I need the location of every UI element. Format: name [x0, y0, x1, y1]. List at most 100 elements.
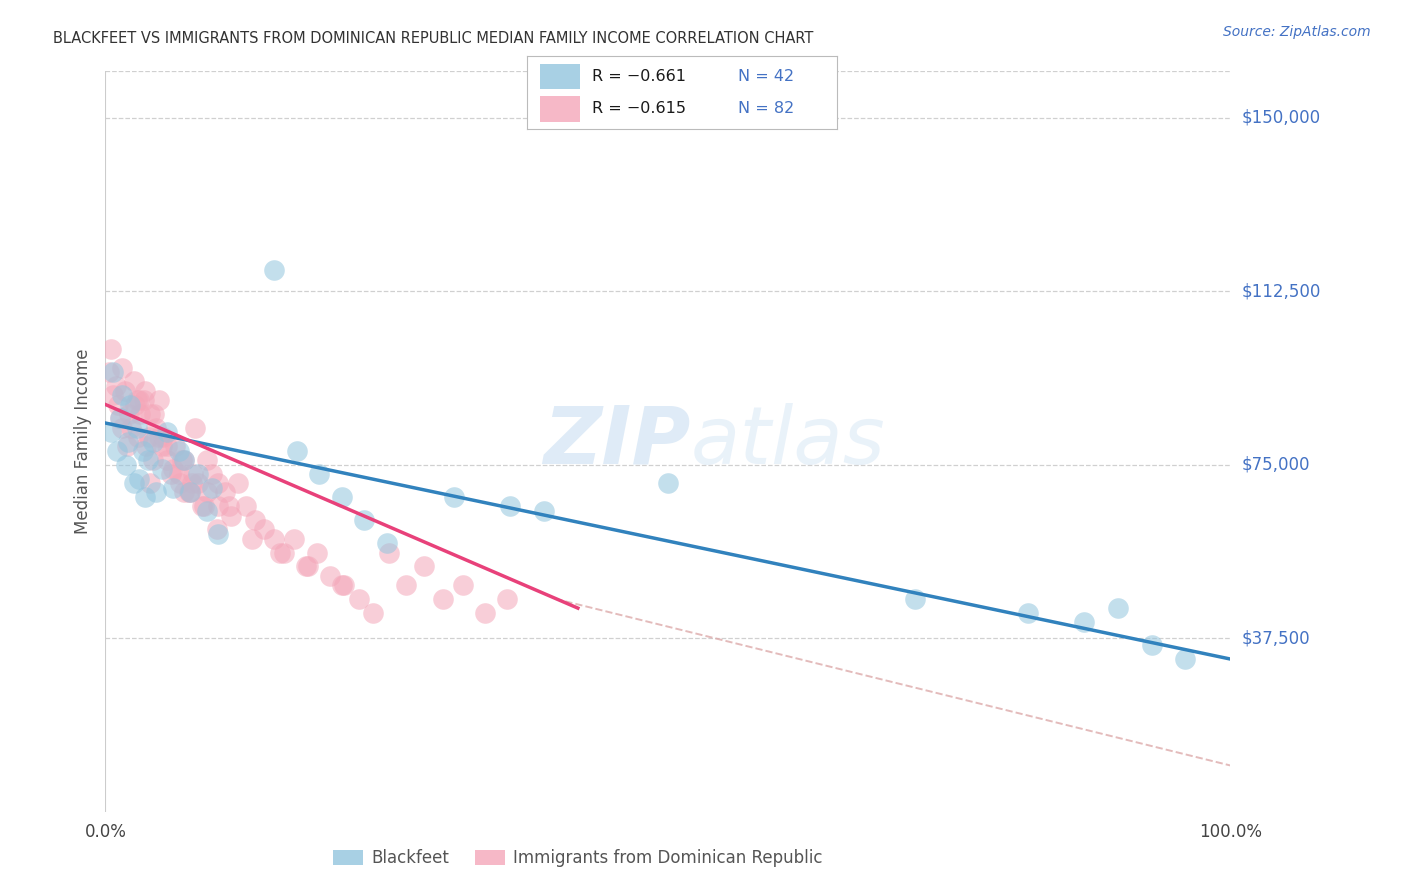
Point: [122, 375, 145, 389]
Point: [129, 407, 152, 421]
Point: [162, 462, 184, 476]
Point: [122, 476, 145, 491]
Point: [173, 453, 195, 467]
Point: [148, 392, 170, 407]
Point: [120, 397, 142, 411]
Point: [111, 420, 134, 434]
Point: [207, 527, 229, 541]
Point: [136, 453, 159, 467]
Text: BLACKFEET VS IMMIGRANTS FROM DOMINICAN REPUBLIC MEDIAN FAMILY INCOME CORRELATION: BLACKFEET VS IMMIGRANTS FROM DOMINICAN R…: [53, 31, 814, 46]
Point: [443, 490, 465, 504]
Point: [179, 485, 201, 500]
Point: [118, 407, 141, 421]
Text: atlas: atlas: [690, 402, 886, 481]
Point: [1073, 615, 1095, 629]
Point: [139, 407, 162, 421]
Point: [108, 411, 131, 425]
Point: [657, 476, 679, 491]
Point: [330, 578, 353, 592]
Point: [319, 568, 342, 582]
Point: [145, 485, 167, 500]
Point: [181, 476, 204, 491]
Point: [108, 411, 131, 425]
Bar: [540, 63, 579, 89]
Point: [297, 559, 319, 574]
Point: [135, 439, 157, 453]
Point: [159, 467, 181, 481]
Point: [104, 379, 127, 393]
Point: [125, 420, 148, 434]
Point: [305, 545, 328, 560]
Text: $37,500: $37,500: [1241, 629, 1310, 648]
Point: [308, 467, 330, 481]
Point: [145, 420, 167, 434]
Point: [375, 536, 398, 550]
Bar: [540, 96, 579, 122]
Point: [167, 443, 190, 458]
Text: $150,000: $150,000: [1241, 109, 1320, 127]
Point: [221, 508, 243, 523]
Point: [1017, 606, 1039, 620]
Text: N = 82: N = 82: [738, 101, 794, 116]
Point: [100, 425, 122, 440]
Point: [240, 532, 263, 546]
Point: [142, 407, 165, 421]
Point: [193, 500, 215, 514]
Point: [134, 490, 156, 504]
Point: [330, 490, 353, 504]
Point: [195, 504, 218, 518]
Legend: Blackfeet, Immigrants from Dominican Republic: Blackfeet, Immigrants from Dominican Rep…: [326, 842, 830, 874]
Point: [179, 485, 201, 500]
Point: [125, 392, 148, 407]
Point: [156, 425, 179, 440]
Point: [111, 360, 134, 375]
Point: [243, 513, 266, 527]
Point: [120, 420, 142, 434]
Point: [114, 458, 136, 472]
Point: [165, 439, 187, 453]
Point: [173, 453, 195, 467]
Point: [499, 500, 522, 514]
Point: [353, 513, 375, 527]
Point: [226, 476, 249, 491]
Point: [201, 481, 224, 495]
Text: Source: ZipAtlas.com: Source: ZipAtlas.com: [1223, 25, 1371, 39]
Point: [904, 591, 927, 606]
Point: [177, 485, 200, 500]
Point: [124, 397, 146, 411]
Point: [134, 384, 156, 398]
Point: [347, 591, 370, 606]
Point: [361, 606, 384, 620]
Point: [100, 342, 122, 356]
Point: [191, 500, 214, 514]
Point: [142, 434, 165, 449]
Point: [115, 439, 138, 453]
Text: N = 42: N = 42: [738, 69, 794, 84]
Point: [253, 523, 276, 537]
Point: [207, 500, 229, 514]
Point: [285, 443, 308, 458]
Point: [152, 430, 174, 444]
Point: [138, 430, 160, 444]
Point: [195, 453, 218, 467]
Point: [107, 397, 129, 411]
Text: R = −0.661: R = −0.661: [592, 69, 686, 84]
Text: R = −0.615: R = −0.615: [592, 101, 686, 116]
Point: [148, 430, 170, 444]
Point: [432, 591, 454, 606]
Point: [273, 545, 295, 560]
Point: [139, 476, 162, 491]
Point: [156, 453, 179, 467]
Y-axis label: Median Family Income: Median Family Income: [73, 349, 91, 534]
Point: [395, 578, 418, 592]
Point: [263, 263, 285, 277]
Point: [1140, 638, 1163, 652]
Point: [103, 365, 125, 379]
Point: [283, 532, 305, 546]
Point: [169, 476, 191, 491]
Point: [195, 485, 218, 500]
Point: [218, 500, 240, 514]
Point: [333, 578, 356, 592]
Point: [128, 392, 150, 407]
Point: [111, 388, 134, 402]
